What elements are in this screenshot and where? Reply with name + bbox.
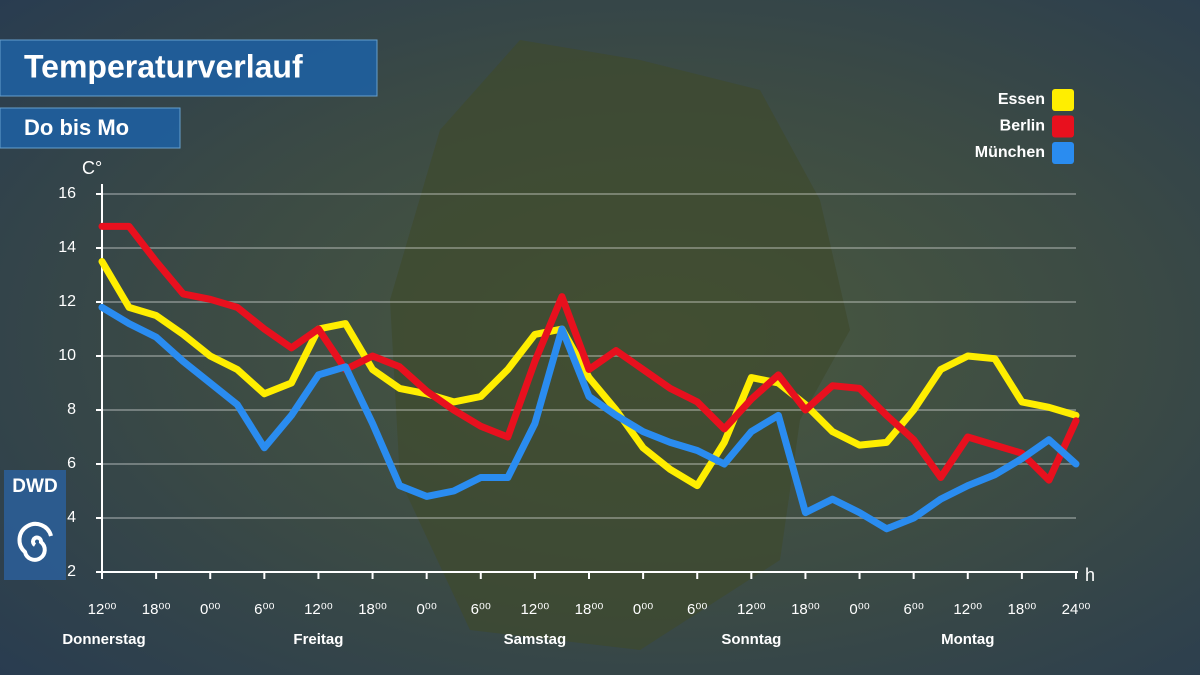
y-tick-label: 2 [67, 563, 76, 580]
x-tick-label: 24⁰⁰ [1062, 601, 1091, 618]
chart-subtitle: Do bis Mo [24, 115, 129, 140]
germany-shape [390, 40, 850, 650]
x-tick-label: 12⁰⁰ [953, 601, 982, 618]
x-tick-label: 18⁰⁰ [142, 601, 171, 618]
subtitle-box [0, 107, 181, 149]
y-tick-label: 8 [67, 401, 76, 418]
legend-label: München [975, 144, 1045, 161]
series-line [98, 258, 1080, 490]
series-line [98, 303, 1080, 533]
x-tick-label: 12⁰⁰ [521, 601, 550, 618]
x-tick-label: 18⁰⁰ [791, 601, 820, 618]
logo-text: DWD [12, 476, 57, 497]
y-tick-label: 4 [67, 509, 76, 526]
x-tick-label: 6⁰⁰ [903, 601, 923, 618]
x-tick-label: 0⁰⁰ [633, 601, 653, 618]
legend-swatch [1052, 89, 1074, 111]
x-tick-label: 6⁰⁰ [687, 601, 707, 618]
y-tick-label: 12 [58, 293, 76, 310]
legend-label: Berlin [1000, 118, 1045, 135]
legend-label: Essen [998, 91, 1045, 108]
day-label: Montag [941, 631, 994, 648]
series-line [98, 222, 1080, 484]
x-tick-label: 0⁰⁰ [849, 601, 869, 618]
x-tick-label: 6⁰⁰ [471, 601, 491, 618]
x-tick-label: 18⁰⁰ [575, 601, 604, 618]
legend-swatch [1052, 115, 1074, 138]
legend-swatch [1052, 142, 1074, 164]
day-label: Freitag [293, 631, 343, 648]
y-tick-label: 16 [58, 185, 76, 202]
y-tick-label: 10 [58, 347, 76, 364]
x-axis-label: h [1085, 565, 1095, 585]
day-label: Sonntag [721, 631, 781, 648]
y-tick-label: 14 [58, 239, 76, 256]
title-box [0, 39, 378, 97]
y-tick-label: 6 [67, 455, 76, 472]
day-label: Donnerstag [62, 631, 145, 648]
x-tick-label: 6⁰⁰ [254, 601, 274, 618]
day-label: Samstag [504, 631, 567, 648]
x-tick-label: 18⁰⁰ [1008, 601, 1037, 618]
x-tick-label: 18⁰⁰ [358, 601, 387, 618]
x-tick-label: 0⁰⁰ [416, 601, 436, 618]
x-tick-label: 0⁰⁰ [200, 601, 220, 618]
x-tick-label: 12⁰⁰ [304, 601, 333, 618]
x-tick-label: 12⁰⁰ [88, 601, 117, 618]
y-axis-label: C° [82, 158, 102, 178]
logo-spiral [17, 521, 53, 562]
x-tick-label: 12⁰⁰ [737, 601, 766, 618]
chart-title: Temperaturverlauf [24, 48, 303, 84]
